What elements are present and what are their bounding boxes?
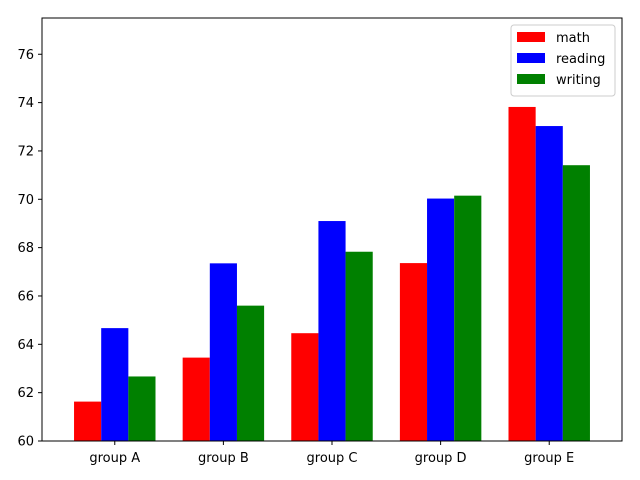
legend-swatch-math [517, 32, 545, 42]
y-tick-label: 62 [17, 386, 34, 401]
y-tick-label: 74 [17, 96, 34, 111]
x-tick-label: group D [415, 451, 467, 466]
bar-math-group-E [508, 106, 536, 441]
bar-reading-group-E [535, 126, 563, 441]
legend-swatch-reading [517, 53, 545, 63]
plot-frame [41, 17, 623, 442]
bar-math-group-B [182, 357, 210, 441]
bar-writing-group-A [128, 376, 156, 441]
y-tick-label: 60 [17, 435, 34, 450]
bar-writing-group-D [454, 195, 482, 441]
y-tick-label: 70 [17, 193, 34, 208]
legend-label-reading: reading [556, 52, 605, 67]
bar-math-group-A [74, 401, 102, 441]
y-tick-label: 68 [17, 241, 34, 256]
bar-writing-group-E [562, 165, 590, 442]
y-axis: 60 62 64 66 68 70 72 74 76 [17, 48, 42, 450]
x-tick-label: group C [307, 451, 358, 466]
bar-math-group-D [399, 263, 428, 441]
y-tick-label: 64 [17, 338, 34, 353]
legend: math reading writing [510, 24, 616, 97]
x-tick-label: group B [198, 451, 249, 466]
bar-math-group-C [291, 333, 319, 441]
y-tick-label: 72 [17, 144, 34, 159]
bars [74, 106, 590, 442]
legend-label-writing: writing [556, 73, 601, 88]
legend-label-math: math [556, 31, 590, 46]
x-tick-label: group A [89, 451, 140, 466]
bar-reading-group-B [209, 263, 237, 441]
bar-writing-group-C [345, 251, 373, 441]
x-axis: group A group B group C group D group E [89, 441, 574, 466]
y-tick-label: 66 [17, 289, 34, 304]
y-tick-label: 76 [17, 48, 34, 63]
bar-reading-group-C [318, 221, 346, 441]
bar-reading-group-A [101, 328, 129, 441]
bar-reading-group-D [427, 198, 455, 441]
x-tick-label: group E [524, 451, 574, 466]
legend-swatch-writing [517, 74, 545, 84]
bar-writing-group-B [236, 305, 265, 441]
